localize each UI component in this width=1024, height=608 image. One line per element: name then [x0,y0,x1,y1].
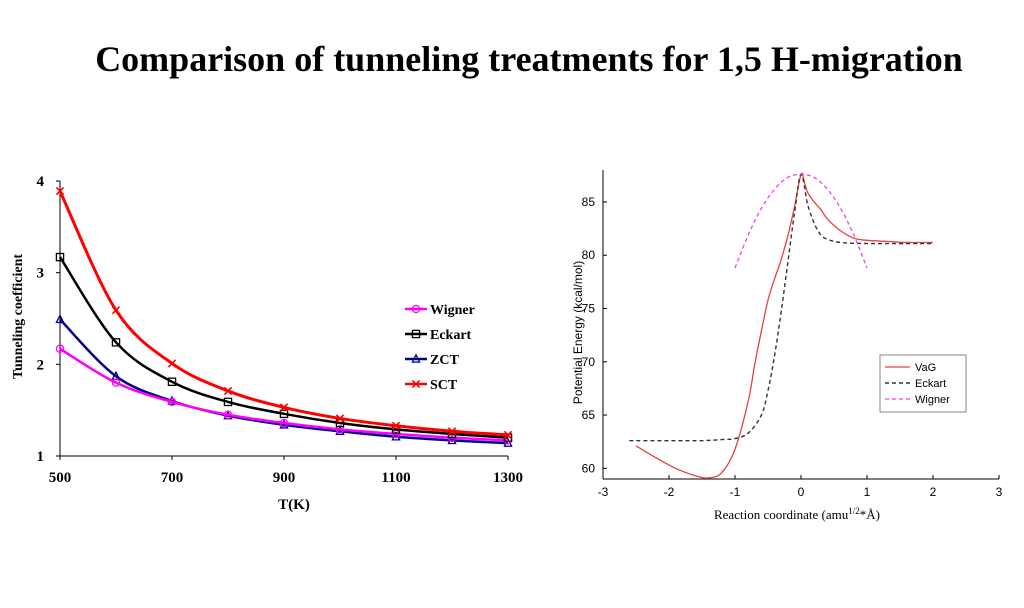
x-tick-label: -3 [598,485,609,499]
data-point-eckart [167,377,177,386]
data-point-sct [167,359,177,368]
y-tick-label: 70 [582,355,596,369]
legend-label-wigner: Wigner [430,303,475,318]
legend-label-vag: VaG [915,362,936,374]
y-tick-label: 3 [37,266,45,282]
data-point-wigner [223,410,233,419]
x-axis-title: T(K) [278,497,310,513]
data-point-eckart [55,252,65,262]
x-tick-label: -1 [730,485,741,499]
x-tick-label: 900 [273,470,296,486]
legend-label-eckart: Eckart [915,378,946,390]
x-axis-title-superscript: 1/2 [848,506,860,516]
y-tick-label: 4 [37,174,45,190]
series-line-eckart [629,173,934,442]
x-axis-title-tail: *Å) [860,507,880,522]
x-tick-label: 500 [49,470,72,486]
y-tick-label: 2 [37,357,45,373]
y-axis-title: Tunneling coefficient [11,254,26,379]
data-point-sct [447,427,457,436]
data-point-zct [391,431,401,441]
series-line-zct [59,318,509,445]
data-point-wigner [279,418,289,428]
x-tick-label: 3 [996,485,1003,499]
x-tick-label: 2 [930,485,937,499]
data-point-eckart [223,397,233,407]
data-point-sct [223,386,233,396]
series-line-eckart [58,256,509,439]
x-axis-title: Reaction coordinate (amu1/2*Å) [714,506,880,522]
series-line-wigner [734,173,868,269]
legend-label-wigner: Wigner [915,394,950,406]
x-tick-label: 1300 [493,470,523,486]
data-point-sct [55,186,65,196]
data-point-zct [55,313,65,324]
x-tick-label: 0 [798,485,805,499]
data-point-sct [503,430,513,440]
legend-label-eckart: Eckart [430,328,472,343]
legend-marker-wigner [411,304,421,314]
data-point-eckart [111,338,121,347]
data-point-sct [391,421,401,430]
x-axis-title-main: Reaction coordinate (amu [714,507,849,522]
legend-marker-sct [411,379,421,389]
legend-label-zct: ZCT [430,353,459,368]
y-tick-label: 65 [582,408,596,422]
series-line-wigner [59,347,509,442]
x-tick-label: -2 [664,485,675,499]
legend-marker-eckart [411,329,421,339]
data-point-sct [111,306,121,315]
y-tick-label: 75 [582,302,596,316]
data-point-wigner [167,397,177,407]
y-tick-label: 1 [37,449,45,465]
slide-title: Comparison of tunneling treatments for 1… [95,39,963,79]
series-line-vag [635,172,934,479]
x-tick-label: 1 [864,485,871,499]
data-point-wigner [55,344,65,353]
data-point-zct [447,434,457,445]
x-tick-label: 700 [161,470,184,486]
data-point-sct [279,403,289,412]
data-point-zct [503,437,513,447]
y-axis-title: Potential Energy (kcal/mol) [571,261,585,404]
y-tick-label: 60 [582,461,596,475]
y-tick-label: 80 [582,248,596,262]
data-point-eckart [279,409,289,419]
legend-label-sct: SCT [430,378,458,393]
legend-marker-zct [411,353,421,363]
x-tick-label: 1100 [381,470,410,486]
data-point-wigner [335,425,345,434]
data-point-wigner [111,378,121,387]
tunneling-coefficient-chart: 500 700 900 1100 1300 1 2 3 4 T(K) Tunneling coeff… [11,174,523,513]
y-tick-label: 85 [582,195,596,209]
data-point-sct [335,414,345,423]
